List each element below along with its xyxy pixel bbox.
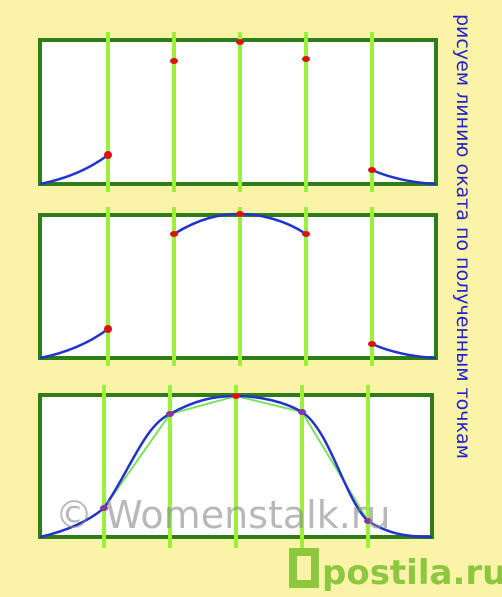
point [104, 151, 112, 159]
point [302, 56, 310, 62]
logo: postila.ru [289, 548, 502, 593]
point [232, 393, 240, 399]
point [104, 325, 112, 333]
point [368, 167, 376, 173]
logo-text: postila.ru [322, 553, 502, 593]
caption: рисуем линию оката по полученным точкам [452, 14, 474, 459]
point [100, 505, 108, 511]
point [166, 411, 174, 417]
point [170, 231, 178, 237]
point [368, 341, 376, 347]
point [170, 58, 178, 64]
point [364, 518, 372, 524]
point [236, 39, 244, 45]
panel-1 [38, 32, 438, 192]
watermark: © Womenstalk.ru [55, 493, 391, 537]
curve [39, 153, 109, 186]
point [298, 409, 306, 415]
logo-icon-inner [297, 556, 311, 580]
panel-2 [38, 207, 438, 366]
point [302, 231, 310, 237]
point [236, 211, 244, 217]
curve [371, 168, 437, 186]
curve [371, 342, 437, 360]
curve [39, 327, 109, 360]
panel-3 [38, 385, 434, 548]
